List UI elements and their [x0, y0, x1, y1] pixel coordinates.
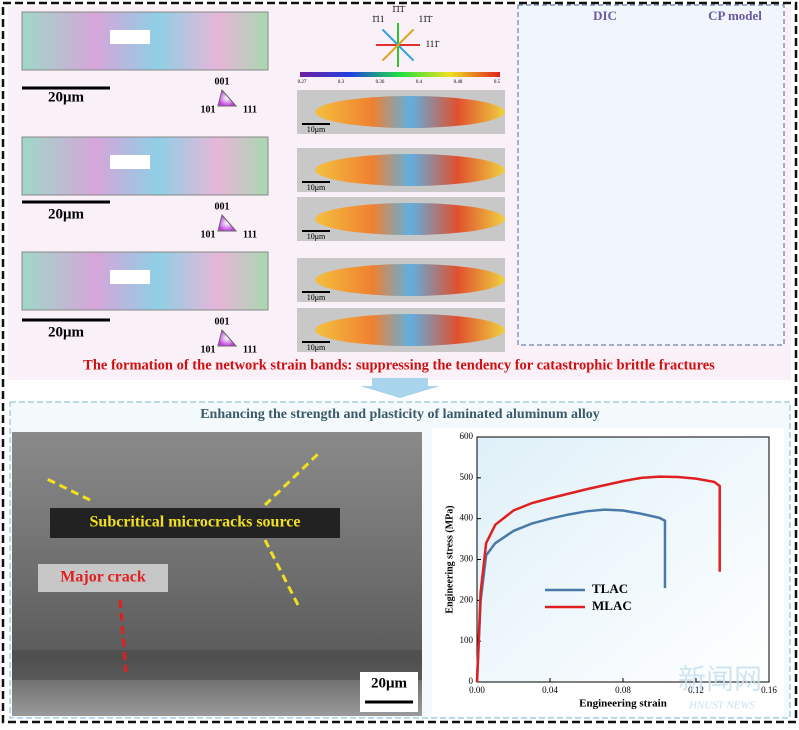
kam-tick: 0.4	[416, 80, 423, 85]
ebsd-map	[21, 136, 269, 196]
grain	[110, 270, 150, 284]
ipf-label: 101	[201, 344, 216, 355]
scale-box	[360, 672, 418, 712]
ipf-label: 101	[201, 229, 216, 240]
line-series	[475, 475, 721, 683]
y-tick-label: 600	[460, 431, 474, 441]
scale-label: 10μm	[307, 183, 326, 192]
x-tick-label: 0.04	[542, 685, 558, 695]
ipf-label: 111	[243, 104, 257, 115]
subtitle: Enhancing the strength and plasticity of…	[200, 407, 600, 422]
ipf-label: 101	[201, 104, 216, 115]
pole-label: 11̄1̄	[419, 14, 434, 24]
grain	[110, 155, 150, 169]
y-axis-title: Engineering stress (MPa)	[444, 505, 455, 613]
pole-line	[381, 28, 415, 62]
y-tick-label: 500	[460, 472, 474, 482]
down-arrow	[360, 378, 440, 398]
pole-label: 1̄1̄1̄	[392, 4, 407, 14]
y-tick-label: 300	[460, 554, 474, 564]
x-tick-label: 0.00	[469, 685, 485, 695]
ipf-triangle	[217, 88, 238, 107]
kam-tick: 0.36	[376, 80, 385, 85]
kam-tick: 0.3	[338, 80, 345, 85]
y-tick-label: 200	[460, 594, 474, 604]
label-box	[38, 564, 168, 592]
pole-label: 1̄11	[372, 14, 385, 24]
ipf-label: 111	[243, 229, 257, 240]
ipf-label: 111	[243, 344, 257, 355]
ipf-triangle	[217, 213, 238, 232]
strain-map	[315, 314, 505, 346]
x-tick-label: 0.08	[615, 685, 631, 695]
strain-map	[315, 96, 505, 128]
strain-map	[315, 264, 505, 296]
scale-label: 10μm	[307, 125, 326, 134]
arrow	[44, 476, 91, 502]
x-tick-label: 0.16	[761, 685, 777, 695]
line-series	[475, 508, 667, 683]
scale-label: 20μm	[48, 324, 85, 340]
sem-label: Major crack	[60, 569, 146, 586]
ipf-triangle	[217, 328, 238, 347]
chart: 0 100 200 300 400 500 600 0.00 0.04 0.08 0.12 0.16 E…	[444, 431, 777, 709]
y-tick-label: 0	[469, 676, 474, 686]
scale-label: 10μm	[307, 293, 326, 302]
dic-panel	[517, 4, 785, 346]
kam-tick: 0.5	[494, 80, 501, 85]
watermark: HNUST NEWS	[688, 700, 756, 712]
ebsd-map	[21, 251, 269, 311]
cp-header: CP model	[708, 8, 762, 23]
kam-tick: 0.27	[298, 80, 307, 85]
legend-label: TLAC	[592, 581, 628, 596]
strain-map	[315, 203, 505, 235]
grain	[110, 30, 150, 44]
label-box	[50, 508, 340, 538]
kam-scale	[300, 72, 500, 77]
scale-label: 20μm	[371, 675, 408, 691]
sem-label: Subcritical microcracks source	[90, 514, 301, 531]
scale-label: 10μm	[307, 343, 326, 352]
dic-header: DIC	[593, 8, 617, 23]
x-tick-label: 0.12	[688, 685, 704, 695]
y-tick-label: 100	[460, 635, 474, 645]
pole-label: 111̄	[426, 39, 441, 49]
strain-map	[315, 154, 505, 186]
x-axis-title: Engineering strain	[579, 698, 667, 710]
ipf-label: 001	[215, 76, 230, 87]
ipf-label: 001	[215, 201, 230, 212]
crack-band	[12, 650, 422, 680]
y-tick-label: 400	[460, 513, 474, 523]
kam-tick: 0.48	[454, 80, 463, 85]
ipf-label: 001	[215, 316, 230, 327]
watermark: 新闻网	[678, 663, 762, 695]
scale-label: 20μm	[48, 206, 85, 222]
plot-area	[476, 436, 770, 683]
headline: The formation of the network strain band…	[83, 357, 715, 373]
scale-label: 10μm	[307, 232, 326, 241]
scale-label: 20μm	[48, 89, 85, 105]
legend-label: MLAC	[592, 598, 632, 613]
